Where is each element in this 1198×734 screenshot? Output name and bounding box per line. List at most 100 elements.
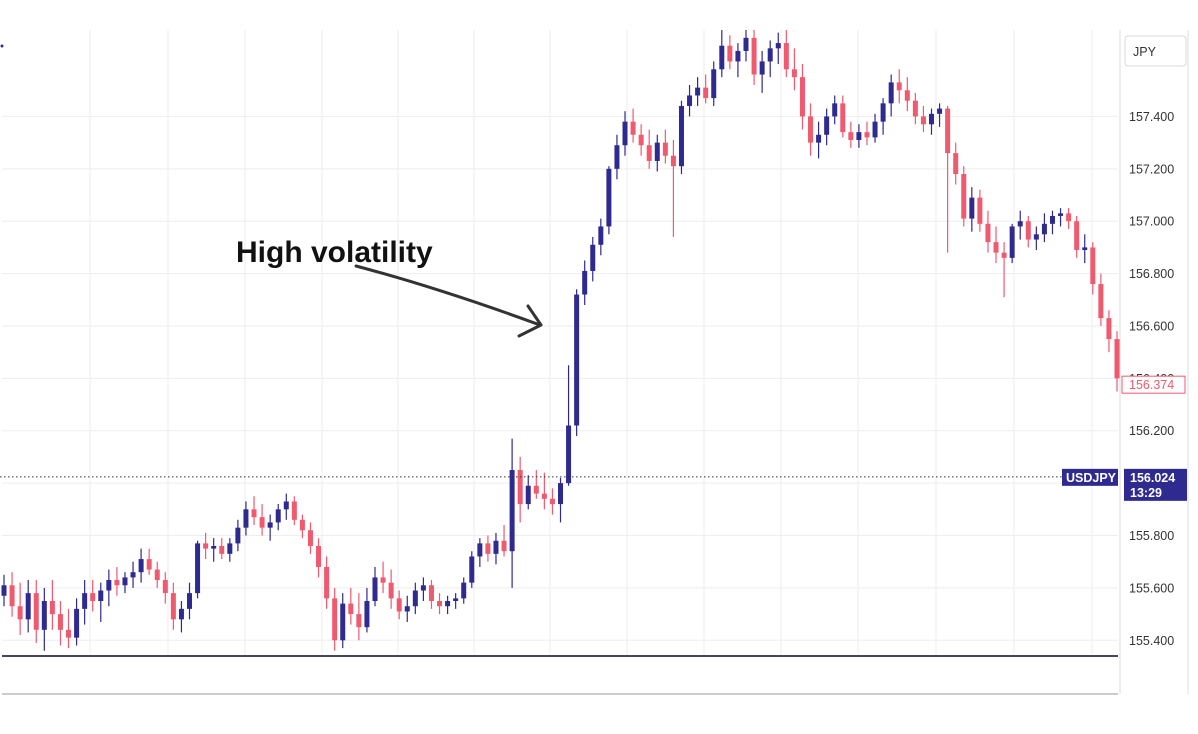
candle-body-105 — [848, 132, 854, 141]
candle-body-15 — [122, 577, 128, 586]
candle-body-82 — [662, 142, 668, 156]
candle-body-125 — [1009, 226, 1015, 258]
candle-body-7 — [57, 614, 63, 630]
candle-body-1 — [9, 585, 15, 607]
candle-body-92 — [743, 37, 749, 51]
candle-body-36 — [291, 501, 297, 520]
y-tick-label-4: 156.200 — [1129, 424, 1174, 438]
candle-body-94 — [759, 61, 765, 75]
candle-body-58 — [469, 556, 475, 583]
candle-body-27 — [219, 545, 225, 554]
candle-body-31 — [251, 509, 257, 518]
candle-body-59 — [477, 543, 483, 557]
candle-body-114 — [920, 116, 926, 125]
candle-body-68 — [549, 498, 555, 505]
candle-body-21 — [170, 593, 176, 620]
candle-body-91 — [735, 50, 741, 62]
y-tick-label-8: 157.000 — [1129, 215, 1174, 229]
candle-body-108 — [872, 121, 878, 138]
candle-body-47 — [380, 577, 386, 583]
candle-body-50 — [404, 606, 410, 612]
candle-body-137 — [1106, 318, 1112, 340]
candle-body-120 — [969, 197, 975, 219]
candle-body-119 — [961, 174, 967, 219]
candle-body-107 — [864, 132, 870, 138]
annotation-arrow-head — [517, 304, 543, 338]
candle-body-73 — [590, 244, 596, 271]
candle-body-80 — [646, 145, 652, 161]
candle-body-52 — [420, 585, 426, 591]
candle-body-99 — [799, 77, 805, 117]
candle-body-136 — [1098, 284, 1104, 319]
candle-body-87 — [703, 87, 709, 99]
candle-body-13 — [106, 580, 112, 591]
y-tick-label-1: 155.600 — [1129, 581, 1174, 595]
y-tick-label-6: 156.600 — [1129, 319, 1174, 333]
candle-body-85 — [687, 95, 693, 106]
candle-body-138 — [1114, 339, 1120, 379]
candle-body-11 — [90, 593, 96, 601]
candle-body-66 — [533, 485, 539, 494]
candle-body-6 — [49, 600, 55, 615]
candle-body-88 — [711, 69, 717, 99]
candle-body-38 — [307, 530, 313, 546]
candle-body-17 — [138, 559, 144, 573]
candle-body-65 — [525, 485, 531, 505]
candle-body-24 — [195, 543, 201, 594]
candle-body-116 — [937, 108, 943, 114]
candle-body-122 — [985, 223, 991, 243]
candle-body-18 — [146, 559, 152, 570]
candle-body-29 — [235, 527, 241, 544]
candle-body-128 — [1033, 234, 1039, 240]
candle-body-118 — [953, 153, 959, 175]
symbol-badge[interactable] — [1062, 468, 1118, 486]
candle-body-9 — [74, 608, 80, 638]
candle-body-28 — [227, 543, 233, 554]
candle-body-113 — [912, 100, 918, 117]
candle-body-41 — [332, 598, 338, 641]
candle-body-123 — [993, 242, 999, 253]
candle-body-78 — [630, 121, 636, 135]
candle-body-75 — [606, 168, 612, 227]
candle-body-14 — [114, 580, 120, 586]
candle-body-72 — [582, 270, 588, 295]
candle-body-61 — [493, 540, 499, 554]
candle-body-102 — [824, 116, 830, 135]
candle-body-33 — [267, 522, 273, 528]
candle-body-56 — [453, 598, 459, 601]
candle-body-48 — [388, 582, 394, 599]
current-price-badge — [1124, 468, 1187, 501]
edge-marker — [0, 44, 4, 48]
candle-body-51 — [412, 590, 418, 607]
candle-body-103 — [832, 103, 838, 117]
last-price-badge — [1121, 375, 1186, 394]
candle-body-25 — [203, 543, 209, 549]
candle-body-5 — [41, 600, 47, 630]
current-price-value: 156.024 — [1130, 471, 1175, 485]
candle-body-23 — [186, 593, 193, 609]
candle-body-129 — [1041, 223, 1047, 235]
candle-body-20 — [162, 580, 168, 594]
y-tick-label-0: 155.400 — [1129, 634, 1174, 648]
candle-body-10 — [82, 593, 88, 609]
candle-body-54 — [437, 600, 443, 607]
candle-body-77 — [622, 121, 628, 146]
candle-body-81 — [654, 142, 660, 161]
candle-body-95 — [767, 48, 773, 62]
candle-body-84 — [678, 105, 684, 167]
candle-body-79 — [638, 134, 644, 146]
candle-body-115 — [928, 113, 935, 125]
candle-body-3 — [25, 593, 31, 620]
price-axis[interactable]: 155.400155.600155.800156.000156.200156.4… — [1119, 30, 1189, 694]
y-tick-label-7: 156.800 — [1129, 267, 1174, 281]
candle-body-101 — [816, 134, 822, 143]
currency-box[interactable] — [1124, 35, 1187, 67]
candle-body-104 — [840, 103, 846, 133]
candle-body-55 — [445, 600, 451, 607]
candle-body-49 — [396, 598, 402, 612]
candle-body-121 — [977, 197, 983, 224]
annotation-text: High volatility — [236, 236, 433, 269]
candle-body-30 — [243, 509, 249, 528]
candle-body-83 — [670, 155, 676, 167]
candle-body-110 — [888, 82, 894, 104]
